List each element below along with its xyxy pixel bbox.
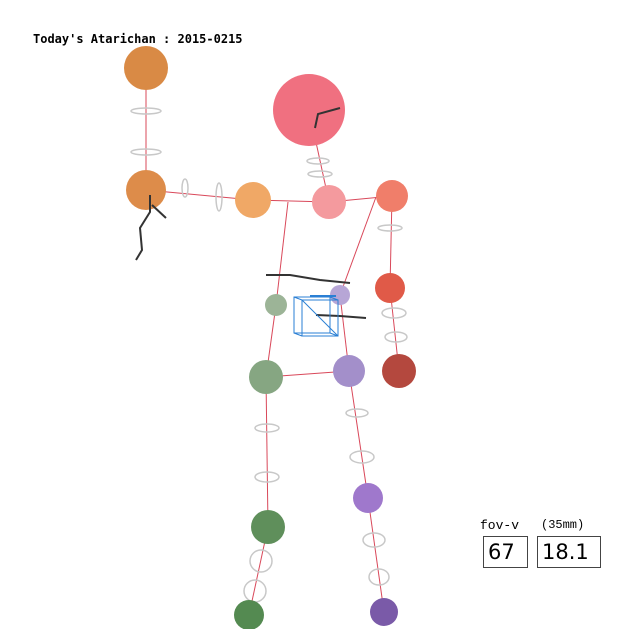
joint-right-hand xyxy=(124,46,168,90)
joint-right-knee xyxy=(251,510,285,544)
fov-value-field[interactable]: 67 xyxy=(483,536,528,568)
joint-right-elbow xyxy=(126,170,166,210)
joint-left-knee xyxy=(353,483,383,513)
joint-right-waist xyxy=(265,294,287,316)
joint-right-hip xyxy=(249,360,283,394)
joint-head xyxy=(273,74,345,146)
direction-strokes xyxy=(135,107,367,319)
joint-rings xyxy=(130,107,408,603)
page-title: Today's Atarichan : 2015-0215 xyxy=(33,32,243,46)
joint-left-elbow xyxy=(375,273,405,303)
joints xyxy=(124,46,416,629)
joint-neck xyxy=(312,185,346,219)
focal-unit-label: (35mm) xyxy=(541,518,585,532)
fov-label: fov-v xyxy=(480,518,520,533)
focal-length-field[interactable]: 18.1 xyxy=(537,536,601,568)
joint-left-foot xyxy=(370,598,398,626)
joint-left-shoulder xyxy=(376,180,408,212)
joint-left-hip xyxy=(333,355,365,387)
joint-right-shoulder xyxy=(235,182,271,218)
selection-cube[interactable] xyxy=(293,295,339,337)
joint-right-foot xyxy=(234,600,264,629)
joint-left-hand xyxy=(382,354,416,388)
